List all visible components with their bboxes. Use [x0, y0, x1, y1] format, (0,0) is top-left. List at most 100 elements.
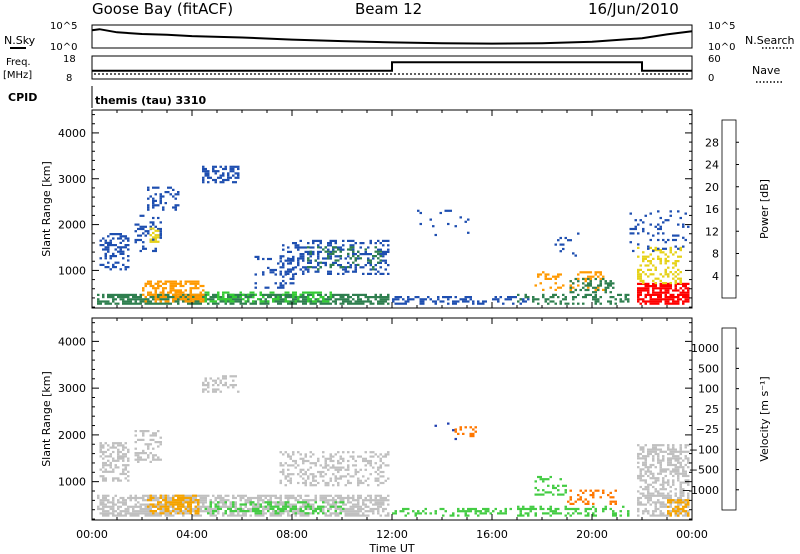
echo-cell [294, 296, 297, 299]
echo-cell [542, 271, 545, 274]
echo-cell [679, 485, 682, 489]
echo-cell [652, 249, 655, 253]
echo-cell [109, 461, 112, 465]
echo-cell [374, 246, 377, 249]
echo-cell [642, 282, 645, 285]
echo-cell [302, 499, 305, 502]
echo-cell [387, 250, 390, 253]
echo-cell [114, 510, 117, 513]
echo-cell [112, 255, 115, 258]
echo-cell [639, 470, 642, 473]
echo-cell [224, 499, 227, 502]
echo-cell [687, 494, 690, 497]
echo-cell [117, 455, 120, 458]
echo-cell [284, 259, 287, 262]
echo-cell [347, 464, 350, 467]
echo-cell [124, 244, 127, 247]
echo-cell [582, 302, 585, 305]
x-axis-title: Time UT [368, 542, 414, 554]
echo-cell [237, 293, 240, 296]
echo-cell [234, 384, 237, 387]
echo-cell [679, 450, 682, 453]
echo-cell [207, 390, 210, 393]
echo-cell [274, 298, 277, 301]
echo-cell [682, 459, 685, 462]
echo-cell [599, 284, 602, 287]
echo-cell [282, 298, 285, 301]
echo-cell [232, 293, 235, 296]
echo-cell [569, 286, 572, 289]
echo-cell [332, 496, 335, 500]
echo-cell [584, 502, 587, 505]
echo-cell [377, 468, 380, 471]
echo-region [554, 232, 580, 257]
echo-cell [159, 202, 162, 205]
echo-cell [224, 167, 227, 171]
echo-cell [334, 501, 337, 504]
echo-cell [672, 457, 675, 460]
echo-cell [347, 302, 350, 305]
echo-cell [219, 381, 222, 384]
echo-cell [359, 455, 362, 458]
echo-cell [314, 270, 317, 273]
echo-cell [309, 451, 312, 454]
echo-cell [352, 457, 355, 460]
echo-cell [197, 505, 200, 508]
echo-cell [144, 514, 147, 517]
echo-region [99, 233, 130, 271]
echo-region [279, 239, 390, 275]
echo-cell [664, 468, 667, 471]
echo-cell [179, 512, 182, 515]
echo-cell [339, 505, 342, 508]
echo-cell [279, 296, 282, 299]
echo-cell [652, 455, 655, 458]
echo-cell [177, 507, 180, 510]
echo-cell [339, 255, 342, 258]
echo-cell [329, 270, 332, 273]
echo-cell [347, 512, 350, 515]
echo-cell [144, 510, 147, 513]
echo-cell [294, 298, 297, 301]
echo-cell [667, 492, 670, 495]
echo-cell [277, 298, 280, 301]
echo-cell [242, 302, 245, 305]
echo-cell [199, 510, 202, 513]
echo-cell [644, 507, 647, 511]
echo-cell [659, 514, 662, 517]
echo-cell [687, 296, 690, 299]
echo-cell [589, 280, 592, 283]
echo-cell [312, 293, 315, 296]
echo-cell [202, 176, 205, 179]
echo-cell [247, 300, 250, 303]
echo-cell [369, 296, 372, 299]
echo-cell [122, 457, 125, 460]
echo-cell [309, 246, 312, 249]
echo-cell [264, 512, 267, 515]
echo-cell [637, 300, 640, 303]
echo-cell [479, 510, 482, 513]
echo-cell [659, 225, 662, 228]
echo-region [279, 451, 390, 487]
echo-cell [122, 239, 125, 242]
echo-cell [139, 298, 142, 301]
echo-cell [287, 302, 290, 305]
echo-cell [394, 512, 397, 515]
echo-cell [137, 452, 140, 455]
echo-cell [664, 282, 667, 285]
echo-cell [284, 510, 287, 513]
echo-cell [362, 457, 365, 460]
echo-cell [319, 507, 322, 510]
echo-cell [262, 507, 265, 511]
echo-cell [147, 512, 150, 515]
echo-cell [119, 512, 122, 515]
echo-cell [457, 432, 460, 435]
echo-cell [357, 512, 360, 515]
echo-cell [104, 248, 107, 251]
echo-cell [127, 293, 130, 296]
echo-cell [204, 505, 207, 508]
echo-cell [672, 300, 675, 303]
echo-cell [549, 510, 552, 513]
echo-cell [164, 494, 167, 497]
echo-cell [679, 481, 682, 484]
echo-cell [679, 457, 682, 460]
